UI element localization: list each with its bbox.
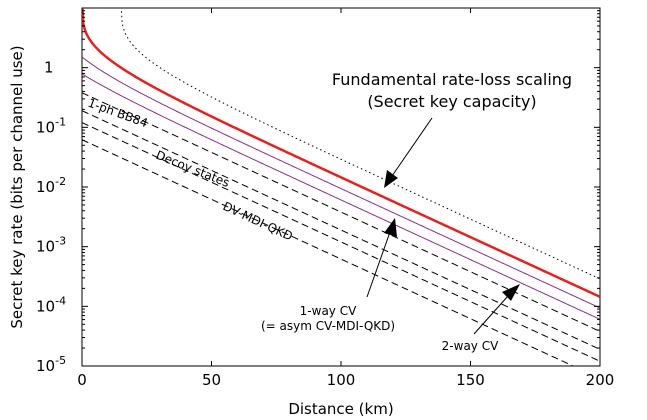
- series-line-8: [82, 139, 575, 366]
- series-line-1: [120, 8, 600, 280]
- series-line-4: [82, 73, 600, 320]
- y-tick-label: 10-5: [36, 354, 66, 375]
- x-tick-label: 200: [586, 371, 615, 389]
- arrow-fundamental: [384, 117, 433, 188]
- x-axis-title: Distance (km): [288, 400, 393, 418]
- y-tick-label: 1: [44, 59, 54, 77]
- y-tick-label: 10-1: [36, 115, 66, 136]
- y-tick-label: 10-4: [36, 294, 66, 315]
- series-line-7: [82, 122, 600, 362]
- annotation-decoy: Decoy states: [154, 148, 232, 190]
- annotation-twoway: 2-way CV: [442, 339, 499, 353]
- y-tick-label: 10-3: [36, 235, 66, 256]
- x-tick-label: 150: [456, 371, 485, 389]
- annotation-oneway-line2: (= asym CV-MDI-QKD): [261, 319, 395, 333]
- annotation-bb84: 1-ph BB84: [86, 96, 150, 131]
- x-tick-label: 100: [327, 371, 356, 389]
- series-line-2: [82, 8, 600, 298]
- series-line-3: [82, 56, 600, 309]
- series-line-6: [82, 110, 600, 350]
- ticks-layer: 0 50 100 150 200 10-5 10-4 10-3 10-2 10-1 1: [36, 8, 614, 389]
- annotation-fundamental-line2: (Secret key capacity): [367, 92, 536, 111]
- y-tick-label: 10-2: [36, 175, 66, 196]
- annotation-dvmdi: DV-MDI-QKD: [221, 199, 295, 244]
- annotation-oneway-line1: 1-way CV: [300, 304, 357, 318]
- series-line-5: [82, 92, 600, 332]
- x-tick-label: 50: [202, 371, 221, 389]
- arrow-twoway: [473, 284, 520, 335]
- annotation-fundamental-line1: Fundamental rate-loss scaling: [332, 70, 572, 89]
- x-tick-label: 0: [77, 371, 87, 389]
- arrow-oneway: [366, 218, 397, 298]
- y-axis-title: Secret key rate (bits per channel use): [8, 45, 26, 328]
